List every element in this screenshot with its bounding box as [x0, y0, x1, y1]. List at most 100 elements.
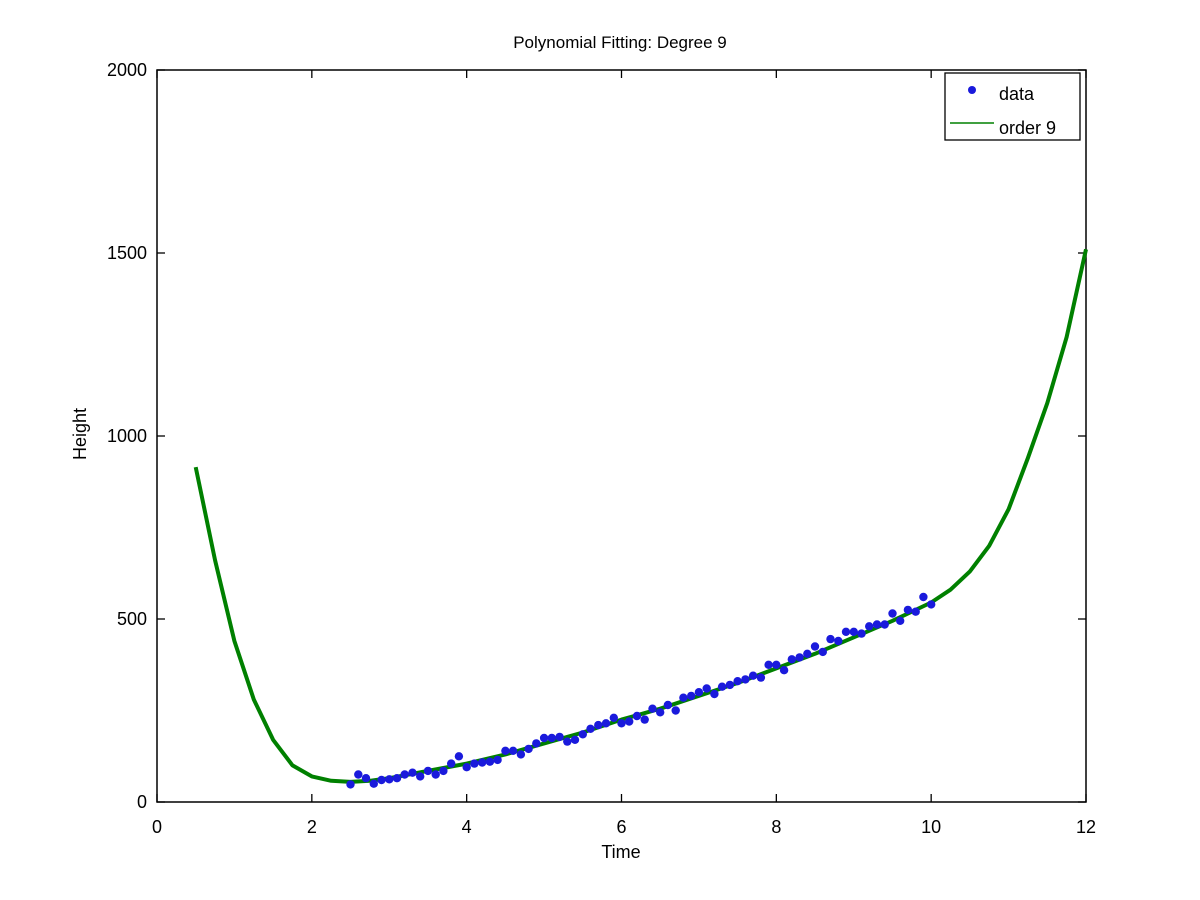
legend-label-order-9: order 9: [999, 118, 1056, 138]
data-point: [369, 779, 378, 788]
data-point: [400, 770, 409, 779]
data-point: [710, 689, 719, 699]
x-tick-label: 0: [152, 817, 162, 837]
data-point: [841, 627, 851, 636]
data-point: [609, 713, 618, 722]
data-point: [439, 766, 448, 776]
plot-area-frame: [156, 69, 1087, 803]
series-points-data: [346, 592, 936, 789]
legend: data order 9: [944, 72, 1081, 141]
data-point: [447, 759, 456, 768]
y-tick-label: 1000: [107, 426, 147, 446]
data-point: [392, 774, 402, 783]
data-point: [826, 634, 835, 644]
legend-label-data: data: [999, 84, 1035, 104]
data-point: [462, 763, 471, 772]
x-axis-label: Time: [601, 842, 640, 862]
data-point: [625, 717, 634, 726]
x-tick-label: 8: [771, 817, 781, 837]
data-point: [656, 708, 665, 717]
data-point: [532, 739, 541, 748]
y-tick-label: 0: [137, 792, 147, 812]
data-point: [919, 592, 928, 602]
data-point: [408, 768, 417, 777]
data-point: [779, 666, 789, 675]
data-point: [803, 649, 812, 658]
data-point: [857, 629, 866, 638]
data-point: [454, 752, 464, 761]
y-tick-label: 1500: [107, 243, 147, 263]
data-point: [524, 744, 533, 754]
data-point: [578, 730, 587, 739]
data-point: [725, 680, 735, 690]
data-point: [741, 675, 750, 684]
data-point: [563, 737, 572, 746]
data-point: [927, 600, 936, 609]
data-point: [787, 655, 796, 664]
data-point: [478, 758, 487, 767]
data-point: [772, 660, 781, 669]
legend-marker-data: [968, 86, 976, 94]
data-point: [586, 724, 595, 733]
data-point: [640, 715, 649, 724]
data-point: [764, 660, 773, 669]
data-point: [717, 682, 727, 691]
data-point: [756, 673, 766, 682]
data-point: [470, 759, 479, 768]
x-tick-label: 2: [307, 817, 317, 837]
data-point: [501, 746, 510, 755]
data-point: [416, 772, 425, 781]
data-point: [539, 733, 549, 743]
data-point: [849, 627, 858, 636]
x-tick-label: 6: [616, 817, 626, 837]
data-point: [346, 780, 355, 789]
data-point: [547, 733, 556, 743]
data-point: [570, 735, 580, 744]
data-point: [795, 653, 804, 662]
data-point: [617, 719, 626, 728]
data-point: [601, 719, 611, 728]
data-point: [632, 711, 642, 721]
data-point: [865, 622, 874, 631]
x-tick-label: 10: [921, 817, 941, 837]
y-axis-label: Height: [70, 408, 90, 460]
data-point: [888, 609, 897, 618]
data-point: [896, 616, 905, 625]
data-point: [555, 732, 564, 742]
data-point: [687, 691, 696, 701]
data-point: [872, 620, 882, 629]
data-point: [694, 688, 704, 697]
chart-title: Polynomial Fitting: Degree 9: [513, 33, 727, 52]
data-point: [594, 720, 603, 730]
y-tick-label: 2000: [107, 60, 147, 80]
data-point: [880, 620, 889, 629]
plot-content: [193, 248, 1088, 789]
data-point: [911, 607, 920, 616]
data-point: [748, 671, 758, 680]
data-point: [733, 677, 742, 686]
legend-box: [944, 72, 1081, 141]
data-point: [423, 766, 433, 776]
data-point: [516, 750, 526, 759]
data-point: [903, 605, 913, 615]
x-tick-label: 4: [462, 817, 472, 837]
series-line-order-9: [193, 248, 1088, 784]
data-point: [385, 775, 394, 784]
x-tick-label: 12: [1076, 817, 1096, 837]
data-point: [702, 684, 711, 693]
data-point: [508, 746, 518, 755]
y-axis: 0 500 1000 1500 2000: [107, 60, 1086, 812]
data-point: [648, 704, 657, 713]
data-point: [431, 770, 440, 779]
data-point: [361, 774, 371, 783]
y-tick-label: 500: [117, 609, 147, 629]
data-point: [493, 755, 502, 765]
data-point: [354, 770, 363, 779]
data-point: [818, 647, 827, 657]
data-point: [663, 700, 673, 710]
data-point: [377, 775, 386, 785]
data-point: [485, 757, 495, 766]
data-point: [810, 642, 820, 651]
data-point: [834, 636, 843, 646]
